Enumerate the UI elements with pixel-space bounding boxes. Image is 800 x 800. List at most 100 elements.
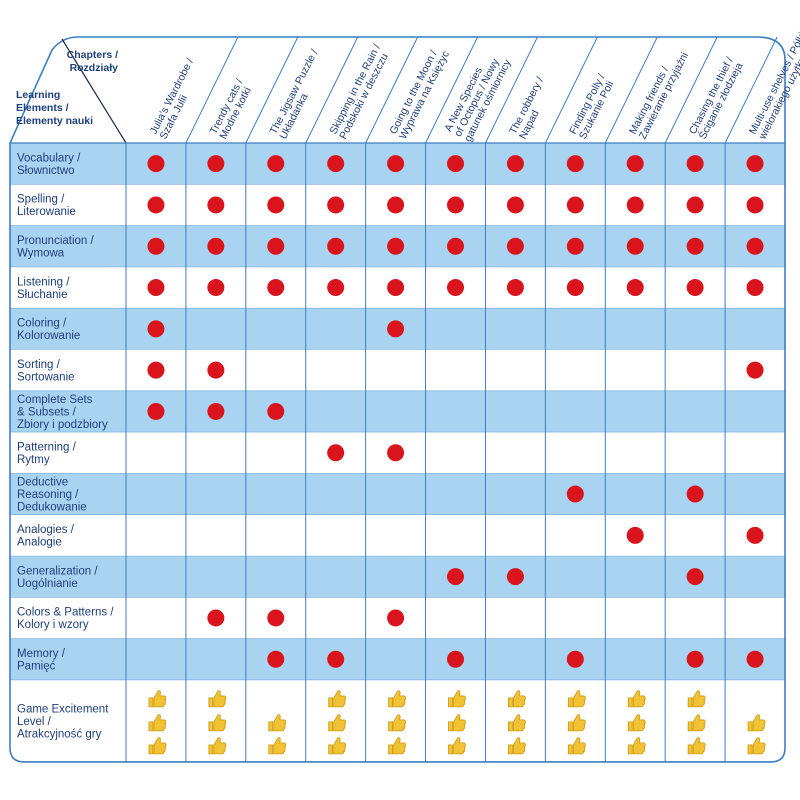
thumb-hand <box>153 690 167 708</box>
thumb-hand <box>393 737 406 755</box>
thumb-hand <box>213 690 227 708</box>
thumb-hand <box>153 714 167 732</box>
dot-mark <box>506 568 524 586</box>
thumb-hand <box>153 737 167 755</box>
dot-mark <box>566 279 584 297</box>
dot-mark <box>746 237 764 255</box>
thumbs-up-icon <box>388 737 406 755</box>
thumb-cuff <box>388 721 393 732</box>
row-label: Zbiory i podzbiory <box>17 419 108 431</box>
column-header-line <box>604 36 658 144</box>
thumbs-up-icon <box>208 714 227 732</box>
thumbs-up-icon <box>208 690 227 708</box>
thumb-hand <box>273 714 287 732</box>
dot-mark <box>267 196 285 214</box>
row-label: Analogies / <box>17 524 75 536</box>
column-header-line <box>485 36 538 144</box>
thumb-hand <box>393 714 406 732</box>
thumb-hand <box>572 690 586 708</box>
dot-mark <box>147 155 165 173</box>
dot-mark <box>387 320 405 338</box>
dot-mark <box>447 155 464 173</box>
column-header-line <box>305 36 359 144</box>
dot-mark <box>387 444 405 462</box>
thumb-hand <box>572 737 586 755</box>
dot-mark <box>207 609 225 627</box>
thumb-hand <box>453 690 466 708</box>
thumb-hand <box>333 714 347 732</box>
row-label: Deductive <box>17 477 68 489</box>
dot-mark <box>267 402 285 420</box>
thumb-cuff <box>208 697 214 708</box>
corner-columns-label: Chapters / <box>67 49 118 61</box>
marks <box>147 155 766 755</box>
row-label: Wymowa <box>17 248 65 260</box>
thumbs-up-icon <box>148 737 167 755</box>
thumb-cuff <box>508 721 513 732</box>
thumbs-up-icon <box>687 714 706 732</box>
dot-mark <box>447 196 464 214</box>
dot-mark <box>447 568 464 586</box>
row-label: Pamięć <box>17 661 56 673</box>
thumb-cuff <box>448 744 453 755</box>
thumbs-up-icon <box>148 714 167 732</box>
thumb-hand <box>213 737 227 755</box>
row-label: Rytmy <box>17 454 50 466</box>
dot-mark <box>626 196 644 214</box>
dot-mark <box>387 196 405 214</box>
thumb-hand <box>513 714 526 732</box>
dot-mark <box>686 650 704 668</box>
thumb-cuff <box>747 744 753 755</box>
row-label: Listening / <box>17 276 70 288</box>
dot-mark <box>207 196 225 214</box>
thumb-hand <box>273 737 287 755</box>
thumb-cuff <box>627 721 633 732</box>
column-header-line <box>425 36 478 144</box>
thumb-cuff <box>148 697 154 708</box>
thumb-hand <box>632 714 646 732</box>
dot-mark <box>207 361 225 379</box>
thumbs-up-icon <box>208 737 227 755</box>
dot-mark <box>147 361 165 379</box>
thumb-hand <box>572 714 586 732</box>
row-band <box>10 638 785 680</box>
dot-mark <box>626 526 644 544</box>
thumb-cuff <box>448 697 453 708</box>
row-headers: Vocabulary /Słownictwo Spelling /Literowa… <box>17 152 114 740</box>
row-label: Reasoning / <box>17 489 79 501</box>
dot-mark <box>267 237 285 255</box>
thumbs-up-icon <box>567 737 586 755</box>
dot-mark <box>327 196 345 214</box>
dot-mark <box>447 237 464 255</box>
thumb-cuff <box>388 744 393 755</box>
dot-mark <box>506 279 524 297</box>
dot-mark <box>447 279 464 297</box>
row-label: & Subsets / <box>17 406 77 418</box>
thumb-cuff <box>208 744 214 755</box>
dot-mark <box>506 237 524 255</box>
dot-mark <box>566 155 584 173</box>
thumb-cuff <box>687 697 693 708</box>
dot-mark <box>506 155 524 173</box>
corner-diagonal <box>61 38 127 144</box>
row-label: Kolorowanie <box>17 330 80 342</box>
dot-mark <box>267 155 285 173</box>
dot-mark <box>447 650 464 668</box>
row-label: Dedukowanie <box>17 502 87 514</box>
thumb-hand <box>752 714 766 732</box>
rating-row-label: Level / <box>17 716 52 728</box>
thumb-hand <box>692 690 706 708</box>
column-header: Making friends /Zawieranie przyjaźni <box>627 50 691 141</box>
row-label: Spelling / <box>17 194 65 206</box>
row-label: Słuchanie <box>17 289 68 301</box>
thumb-hand <box>393 690 406 708</box>
thumbs-up-icon <box>508 737 526 755</box>
rating-row-label: Atrakcyjność gry <box>17 728 102 740</box>
dot-mark <box>686 196 704 214</box>
thumbs-up-icon <box>687 690 706 708</box>
rating-row-label: Game Excitement <box>17 703 109 715</box>
dot-mark <box>626 279 644 297</box>
